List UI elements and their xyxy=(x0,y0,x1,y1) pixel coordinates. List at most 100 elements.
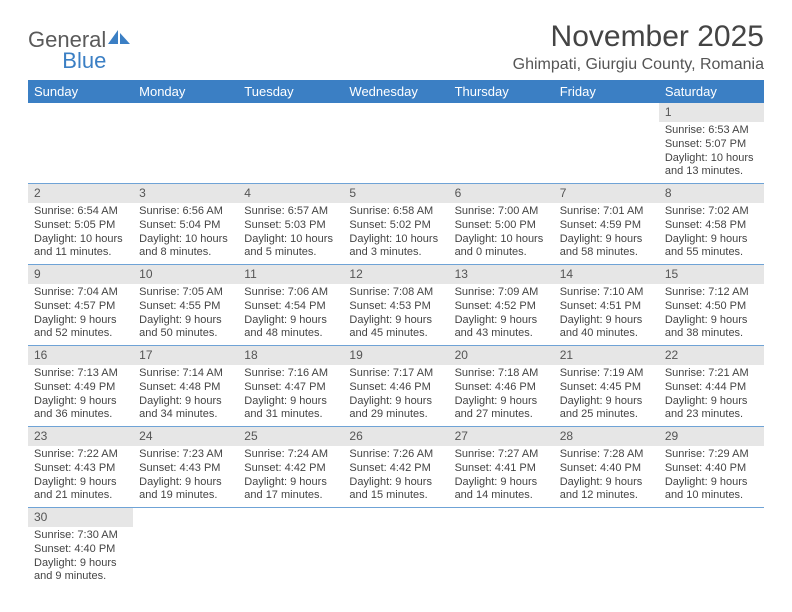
daylight-text-2: and 36 minutes. xyxy=(34,408,127,422)
day-details: Sunrise: 7:29 AMSunset: 4:40 PMDaylight:… xyxy=(659,446,764,507)
day-number: 23 xyxy=(28,427,133,446)
daylight-text-2: and 0 minutes. xyxy=(455,246,548,260)
day-number: 8 xyxy=(659,184,764,203)
sunset-text: Sunset: 4:58 PM xyxy=(665,219,758,233)
daylight-text: Daylight: 9 hours xyxy=(349,476,442,490)
sunrise-text: Sunrise: 7:18 AM xyxy=(455,367,548,381)
daylight-text: Daylight: 9 hours xyxy=(349,314,442,328)
calendar-week-row: 9Sunrise: 7:04 AMSunset: 4:57 PMDaylight… xyxy=(28,265,764,346)
calendar-cell xyxy=(659,508,764,589)
sunset-text: Sunset: 4:53 PM xyxy=(349,300,442,314)
day-details: Sunrise: 7:05 AMSunset: 4:55 PMDaylight:… xyxy=(133,284,238,345)
sunrise-text: Sunrise: 6:54 AM xyxy=(34,205,127,219)
calendar-cell: 12Sunrise: 7:08 AMSunset: 4:53 PMDayligh… xyxy=(343,265,448,346)
sail-icon xyxy=(108,24,130,50)
daylight-text: Daylight: 9 hours xyxy=(34,314,127,328)
day-details: Sunrise: 6:57 AMSunset: 5:03 PMDaylight:… xyxy=(238,203,343,264)
daylight-text: Daylight: 9 hours xyxy=(34,395,127,409)
calendar-cell: 16Sunrise: 7:13 AMSunset: 4:49 PMDayligh… xyxy=(28,346,133,427)
calendar-cell: 5Sunrise: 6:58 AMSunset: 5:02 PMDaylight… xyxy=(343,184,448,265)
day-details: Sunrise: 7:12 AMSunset: 4:50 PMDaylight:… xyxy=(659,284,764,345)
calendar-cell: 15Sunrise: 7:12 AMSunset: 4:50 PMDayligh… xyxy=(659,265,764,346)
day-number: 21 xyxy=(554,346,659,365)
sunset-text: Sunset: 4:54 PM xyxy=(244,300,337,314)
calendar-cell xyxy=(238,508,343,589)
sunrise-text: Sunrise: 7:04 AM xyxy=(34,286,127,300)
day-details: Sunrise: 7:28 AMSunset: 4:40 PMDaylight:… xyxy=(554,446,659,507)
sunrise-text: Sunrise: 7:06 AM xyxy=(244,286,337,300)
daylight-text: Daylight: 10 hours xyxy=(455,233,548,247)
day-details: Sunrise: 7:21 AMSunset: 4:44 PMDaylight:… xyxy=(659,365,764,426)
day-details: Sunrise: 7:27 AMSunset: 4:41 PMDaylight:… xyxy=(449,446,554,507)
daylight-text-2: and 45 minutes. xyxy=(349,327,442,341)
calendar-week-row: 16Sunrise: 7:13 AMSunset: 4:49 PMDayligh… xyxy=(28,346,764,427)
day-number: 26 xyxy=(343,427,448,446)
day-number: 4 xyxy=(238,184,343,203)
sunrise-text: Sunrise: 7:29 AM xyxy=(665,448,758,462)
brand-part2: Blue xyxy=(62,48,106,73)
day-details: Sunrise: 7:08 AMSunset: 4:53 PMDaylight:… xyxy=(343,284,448,345)
daylight-text: Daylight: 9 hours xyxy=(455,314,548,328)
daylight-text-2: and 31 minutes. xyxy=(244,408,337,422)
sunset-text: Sunset: 4:59 PM xyxy=(560,219,653,233)
weekday-header: Thursday xyxy=(449,80,554,103)
day-number: 20 xyxy=(449,346,554,365)
day-details: Sunrise: 7:19 AMSunset: 4:45 PMDaylight:… xyxy=(554,365,659,426)
day-details: Sunrise: 7:16 AMSunset: 4:47 PMDaylight:… xyxy=(238,365,343,426)
sunset-text: Sunset: 4:43 PM xyxy=(34,462,127,476)
daylight-text: Daylight: 9 hours xyxy=(244,395,337,409)
sunset-text: Sunset: 4:55 PM xyxy=(139,300,232,314)
daylight-text: Daylight: 9 hours xyxy=(665,314,758,328)
calendar-cell xyxy=(554,508,659,589)
day-number: 6 xyxy=(449,184,554,203)
calendar-week-row: 23Sunrise: 7:22 AMSunset: 4:43 PMDayligh… xyxy=(28,427,764,508)
daylight-text-2: and 52 minutes. xyxy=(34,327,127,341)
calendar-cell: 20Sunrise: 7:18 AMSunset: 4:46 PMDayligh… xyxy=(449,346,554,427)
daylight-text: Daylight: 9 hours xyxy=(244,314,337,328)
sunrise-text: Sunrise: 7:00 AM xyxy=(455,205,548,219)
calendar-cell: 9Sunrise: 7:04 AMSunset: 4:57 PMDaylight… xyxy=(28,265,133,346)
day-details: Sunrise: 6:56 AMSunset: 5:04 PMDaylight:… xyxy=(133,203,238,264)
day-details: Sunrise: 7:00 AMSunset: 5:00 PMDaylight:… xyxy=(449,203,554,264)
weekday-header: Wednesday xyxy=(343,80,448,103)
day-details: Sunrise: 7:01 AMSunset: 4:59 PMDaylight:… xyxy=(554,203,659,264)
daylight-text-2: and 8 minutes. xyxy=(139,246,232,260)
sunset-text: Sunset: 5:07 PM xyxy=(665,138,758,152)
calendar-cell: 19Sunrise: 7:17 AMSunset: 4:46 PMDayligh… xyxy=(343,346,448,427)
sunset-text: Sunset: 4:52 PM xyxy=(455,300,548,314)
weekday-header: Friday xyxy=(554,80,659,103)
sunrise-text: Sunrise: 6:53 AM xyxy=(665,124,758,138)
daylight-text: Daylight: 9 hours xyxy=(665,395,758,409)
sunset-text: Sunset: 5:05 PM xyxy=(34,219,127,233)
sunrise-text: Sunrise: 7:08 AM xyxy=(349,286,442,300)
day-details: Sunrise: 6:54 AMSunset: 5:05 PMDaylight:… xyxy=(28,203,133,264)
sunset-text: Sunset: 4:44 PM xyxy=(665,381,758,395)
sunrise-text: Sunrise: 7:10 AM xyxy=(560,286,653,300)
calendar-cell: 17Sunrise: 7:14 AMSunset: 4:48 PMDayligh… xyxy=(133,346,238,427)
sunset-text: Sunset: 4:45 PM xyxy=(560,381,653,395)
weekday-header: Sunday xyxy=(28,80,133,103)
daylight-text: Daylight: 10 hours xyxy=(665,152,758,166)
calendar-cell: 6Sunrise: 7:00 AMSunset: 5:00 PMDaylight… xyxy=(449,184,554,265)
calendar-cell: 14Sunrise: 7:10 AMSunset: 4:51 PMDayligh… xyxy=(554,265,659,346)
calendar-cell: 2Sunrise: 6:54 AMSunset: 5:05 PMDaylight… xyxy=(28,184,133,265)
sunrise-text: Sunrise: 7:28 AM xyxy=(560,448,653,462)
day-details: Sunrise: 7:23 AMSunset: 4:43 PMDaylight:… xyxy=(133,446,238,507)
sunset-text: Sunset: 4:48 PM xyxy=(139,381,232,395)
calendar-cell: 18Sunrise: 7:16 AMSunset: 4:47 PMDayligh… xyxy=(238,346,343,427)
daylight-text: Daylight: 9 hours xyxy=(139,395,232,409)
daylight-text-2: and 21 minutes. xyxy=(34,489,127,503)
calendar-cell: 30Sunrise: 7:30 AMSunset: 4:40 PMDayligh… xyxy=(28,508,133,589)
day-number: 13 xyxy=(449,265,554,284)
calendar-cell xyxy=(343,103,448,184)
day-number: 10 xyxy=(133,265,238,284)
day-number: 29 xyxy=(659,427,764,446)
brand-part2-wrapper: GeneralBlue xyxy=(28,48,764,74)
sunrise-text: Sunrise: 7:05 AM xyxy=(139,286,232,300)
calendar-cell: 29Sunrise: 7:29 AMSunset: 4:40 PMDayligh… xyxy=(659,427,764,508)
day-details: Sunrise: 7:30 AMSunset: 4:40 PMDaylight:… xyxy=(28,527,133,588)
daylight-text-2: and 34 minutes. xyxy=(139,408,232,422)
daylight-text-2: and 23 minutes. xyxy=(665,408,758,422)
daylight-text: Daylight: 9 hours xyxy=(34,557,127,571)
day-number: 22 xyxy=(659,346,764,365)
